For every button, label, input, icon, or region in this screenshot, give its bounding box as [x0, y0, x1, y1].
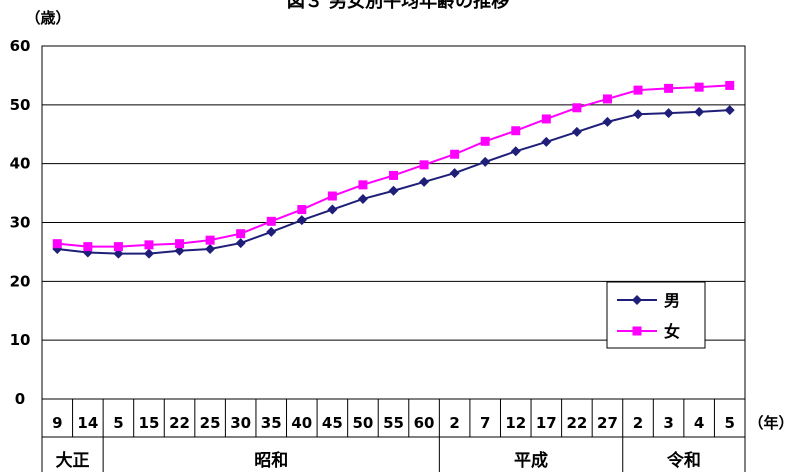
- y-tick-label: 60: [10, 37, 31, 55]
- data-point: [144, 240, 154, 250]
- x-tick-label: 17: [536, 414, 557, 432]
- data-point: [83, 242, 93, 252]
- data-point: [266, 216, 276, 226]
- y-tick-label: 50: [10, 96, 31, 114]
- legend: [606, 281, 706, 349]
- data-point: [541, 114, 551, 124]
- data-point: [510, 146, 521, 157]
- data-point: [725, 80, 735, 90]
- data-point: [388, 185, 399, 196]
- y-tick-label: 40: [10, 155, 31, 173]
- legend-marker: [632, 326, 642, 336]
- data-point: [419, 160, 429, 170]
- data-point: [664, 83, 674, 93]
- data-point: [602, 94, 612, 104]
- x-tick-label: 45: [322, 414, 343, 432]
- x-tick-label: 5: [724, 414, 734, 432]
- x-axis-label: （年）: [748, 414, 791, 432]
- series-line: [57, 109, 730, 255]
- x-tick-label: 35: [261, 414, 282, 432]
- legend-marker: [632, 295, 642, 305]
- data-point: [52, 239, 62, 249]
- x-tick-label: 27: [597, 414, 618, 432]
- x-tick-label: 5: [113, 414, 123, 432]
- data-point: [143, 248, 154, 259]
- data-point: [174, 245, 185, 256]
- x-tick-label: 12: [505, 414, 526, 432]
- x-tick-label: 3: [663, 414, 673, 432]
- data-point: [572, 103, 582, 113]
- data-point: [389, 170, 398, 180]
- data-point: [175, 239, 185, 249]
- data-point: [663, 108, 674, 119]
- data-point: [358, 180, 368, 190]
- data-point: [236, 229, 246, 239]
- x-tick-label: 30: [230, 414, 251, 432]
- data-point: [235, 238, 246, 249]
- era-label: 令和: [667, 450, 701, 471]
- data-point: [296, 215, 307, 226]
- data-point: [205, 235, 215, 245]
- x-tick-label: 22: [169, 414, 190, 432]
- chart-title: 図３ 男女別平均年齢の推移: [287, 0, 509, 12]
- x-tick-label: 40: [291, 414, 312, 432]
- era-label: 昭和: [254, 451, 288, 471]
- data-point: [694, 106, 705, 117]
- x-tick-label: 2: [449, 414, 459, 432]
- y-axis-label: （歳）: [25, 9, 70, 27]
- data-point: [419, 176, 430, 187]
- legend-label: 女: [664, 322, 680, 341]
- y-tick-label: 30: [10, 214, 31, 232]
- data-point: [327, 204, 338, 215]
- y-tick-label: 20: [10, 272, 31, 290]
- x-tick-label: 25: [200, 414, 221, 432]
- data-point: [266, 226, 277, 237]
- era-label: 平成: [514, 450, 548, 471]
- data-point: [541, 136, 552, 147]
- x-tick-label: 22: [566, 414, 587, 432]
- data-point: [571, 126, 582, 137]
- x-tick-label: 50: [352, 414, 373, 432]
- x-tick-label: 7: [480, 414, 490, 432]
- data-point: [694, 82, 704, 92]
- data-point: [357, 193, 368, 204]
- era-label: 大正: [56, 450, 90, 471]
- data-point: [480, 156, 491, 167]
- x-tick-label: 15: [139, 414, 160, 432]
- data-point: [633, 109, 644, 120]
- x-tick-label: 2: [633, 414, 643, 432]
- data-point: [511, 126, 521, 136]
- x-tick-label: 4: [694, 414, 704, 432]
- data-point: [480, 136, 490, 146]
- x-tick-label: 60: [414, 414, 435, 432]
- data-point: [113, 248, 124, 259]
- y-tick-label: 10: [10, 331, 31, 349]
- data-point: [724, 105, 735, 116]
- data-point: [633, 85, 643, 95]
- data-point: [449, 168, 460, 179]
- plot-border: [41, 45, 746, 400]
- data-point: [113, 242, 123, 252]
- data-point: [297, 205, 307, 215]
- legend-label: 男: [664, 291, 680, 310]
- x-tick-label: 9: [52, 414, 62, 432]
- data-point: [602, 116, 613, 127]
- y-tick-label: 0: [15, 390, 25, 408]
- x-tick-label: 14: [77, 414, 98, 432]
- data-point: [205, 243, 216, 254]
- data-point: [327, 191, 337, 201]
- x-tick-label: 55: [383, 414, 404, 432]
- data-point: [450, 149, 460, 159]
